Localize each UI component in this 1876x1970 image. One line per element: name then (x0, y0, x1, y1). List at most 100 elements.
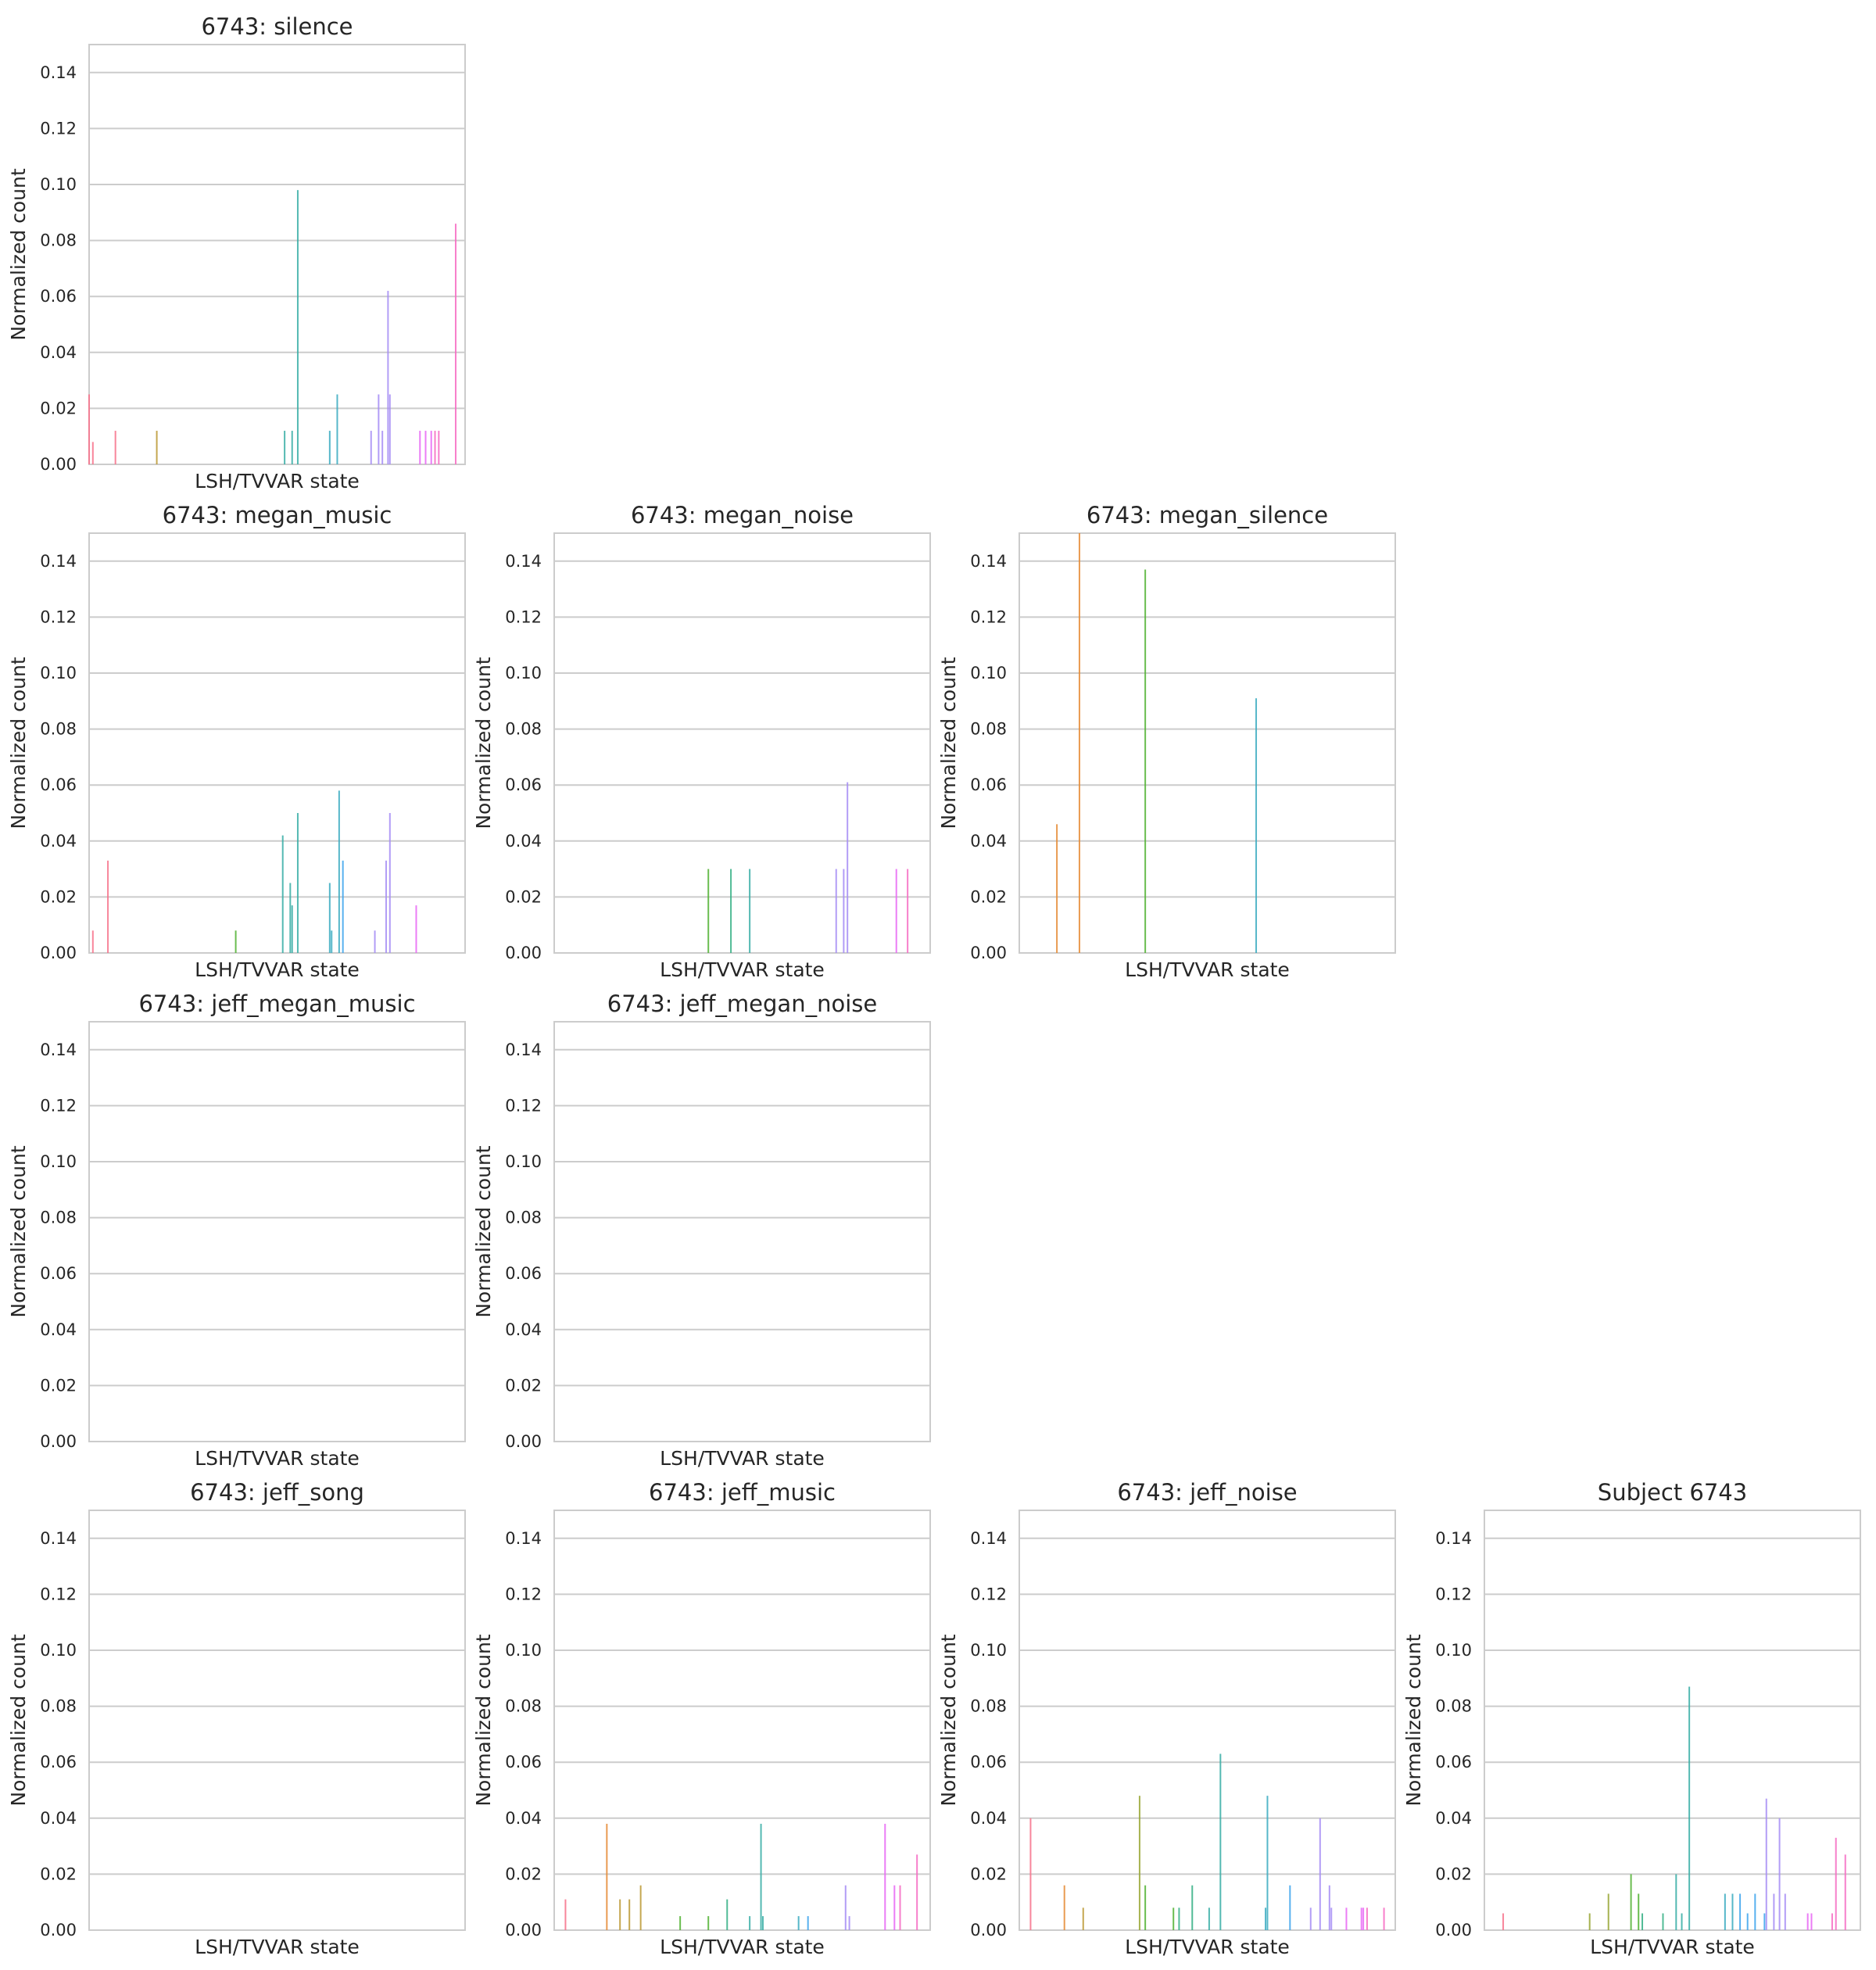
y-tick-label: 0.14 (505, 1529, 542, 1548)
bar (807, 1916, 809, 1930)
y-axis-label: Normalized count (1402, 1634, 1425, 1806)
plot-frame (1019, 1510, 1396, 1931)
bar (1746, 1913, 1749, 1930)
y-tick-label: 0.02 (505, 1864, 542, 1883)
bar (1630, 1874, 1632, 1930)
y-tick-label: 0.14 (1435, 1529, 1472, 1548)
y-tick-label: 0.12 (970, 1585, 1007, 1603)
subplot: 0.00 0.02 0.04 0.06 0.08 0.10 0.12 0.14 6743: me… (937, 502, 1396, 981)
y-tick-label: 0.06 (40, 775, 77, 794)
y-tick-label: 0.06 (505, 1264, 542, 1283)
plot-frame (1484, 1510, 1861, 1931)
bar (1642, 1913, 1644, 1930)
bar (91, 930, 94, 953)
x-axis-label: LSH/TVVAR state (195, 1447, 360, 1470)
bar (88, 394, 90, 464)
y-tick-label: 0.04 (970, 832, 1007, 851)
bar (430, 431, 432, 464)
bar (1191, 1885, 1194, 1930)
bar (234, 930, 237, 953)
y-tick-label: 0.06 (40, 287, 77, 306)
bar (1178, 1907, 1180, 1930)
bar (1607, 1893, 1609, 1930)
bar (1754, 1893, 1756, 1930)
bar (1835, 1837, 1837, 1930)
bar (1138, 1796, 1140, 1930)
y-axis-label: Normalized count (7, 657, 30, 829)
y-tick-label: 0.06 (505, 1753, 542, 1771)
subplot-title: Subject 6743 (1598, 1479, 1747, 1506)
y-tick-label: 0.14 (970, 552, 1007, 571)
bar (606, 1823, 608, 1930)
bar (388, 394, 391, 464)
subplot-title: 6743: jeff_megan_music (138, 990, 415, 1017)
y-tick-label: 0.02 (40, 1376, 77, 1395)
bar (1763, 1913, 1766, 1930)
bar (639, 1885, 642, 1930)
bar (381, 431, 384, 464)
bar (1681, 1913, 1683, 1930)
bar (619, 1899, 621, 1930)
y-tick-label: 0.04 (40, 343, 77, 362)
x-axis-label: LSH/TVVAR state (660, 1447, 825, 1470)
bar (907, 869, 909, 953)
bar (438, 431, 440, 464)
y-tick-label: 0.14 (40, 1529, 77, 1548)
bar (336, 394, 338, 464)
y-tick-label: 0.06 (1435, 1753, 1472, 1771)
plot-frame (553, 532, 931, 954)
y-tick-label: 0.02 (970, 887, 1007, 906)
y-tick-label: 0.04 (970, 1809, 1007, 1828)
y-tick-label: 0.04 (40, 1809, 77, 1828)
subplot: 0.00 0.02 0.04 0.06 0.08 0.10 0.12 0.14 Subject … (1402, 1479, 1861, 1958)
bar (328, 883, 331, 953)
y-tick-label: 0.00 (1435, 1921, 1472, 1940)
bar (916, 1854, 918, 1930)
y-tick-label: 0.00 (40, 1921, 77, 1940)
bar (342, 860, 344, 953)
bar (415, 905, 417, 953)
y-tick-label: 0.00 (40, 944, 77, 962)
bar (730, 869, 732, 953)
bar (1208, 1907, 1210, 1930)
subplot-title: 6743: megan_music (163, 502, 392, 528)
plot-frame (88, 44, 466, 465)
y-tick-label: 0.10 (40, 664, 77, 682)
bar (378, 394, 380, 464)
bar (1330, 1907, 1333, 1930)
y-tick-label: 0.08 (40, 720, 77, 739)
bar (385, 860, 387, 953)
x-axis-label: LSH/TVVAR state (1125, 1936, 1290, 1958)
y-tick-label: 0.04 (505, 1809, 542, 1828)
y-tick-label: 0.04 (40, 1320, 77, 1339)
subplot: 0.00 0.02 0.04 0.06 0.08 0.10 0.12 0.14 6743: je… (472, 990, 931, 1470)
bar (291, 431, 293, 464)
y-tick-label: 0.08 (40, 1697, 77, 1716)
subplot-title: 6743: silence (201, 13, 353, 40)
subplot-title: 6743: jeff_megan_noise (607, 990, 877, 1017)
y-tick-label: 0.00 (505, 944, 542, 962)
y-tick-label: 0.10 (1435, 1641, 1472, 1660)
bar (107, 860, 109, 953)
y-tick-label: 0.00 (970, 944, 1007, 962)
bar (424, 431, 427, 464)
bar (707, 869, 710, 953)
bar (679, 1916, 682, 1930)
bar (1328, 1885, 1330, 1930)
y-tick-label: 0.10 (970, 1641, 1007, 1660)
y-tick-label: 0.08 (505, 1209, 542, 1227)
y-tick-label: 0.08 (505, 720, 542, 739)
bar (1784, 1893, 1786, 1930)
bar (1662, 1913, 1664, 1930)
bar (388, 813, 391, 953)
y-tick-label: 0.08 (970, 1697, 1007, 1716)
subplot: 0.00 0.02 0.04 0.06 0.08 0.10 0.12 0.14 6743: je… (937, 1479, 1396, 1958)
y-tick-label: 0.00 (40, 455, 77, 474)
y-tick-label: 0.02 (40, 887, 77, 906)
y-axis-label: Normalized count (937, 657, 960, 829)
y-tick-label: 0.02 (505, 887, 542, 906)
bar (291, 905, 293, 953)
bar (370, 431, 372, 464)
x-axis-label: LSH/TVVAR state (1590, 1936, 1755, 1958)
